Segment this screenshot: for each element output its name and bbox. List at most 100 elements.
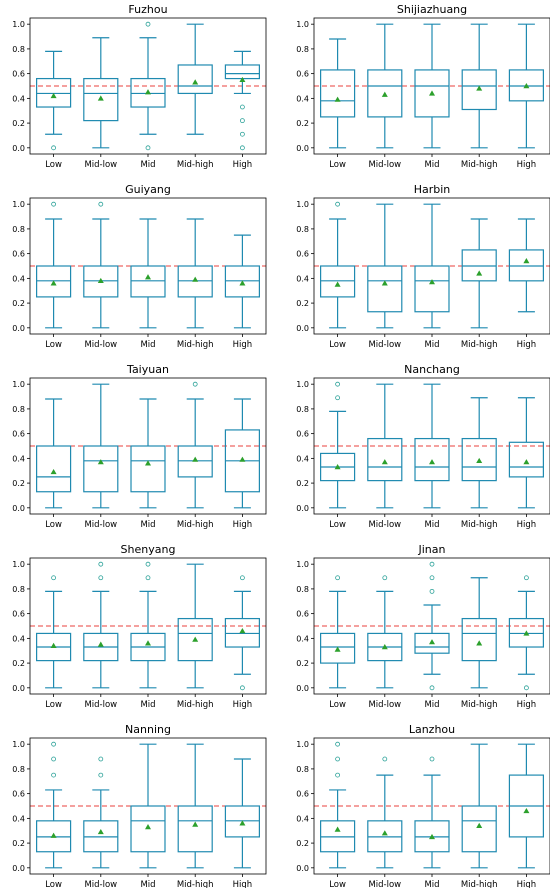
y-tick-label: 0.6 [12, 250, 25, 259]
axes-frame [29, 737, 267, 875]
outlier-point [524, 575, 529, 581]
y-tick-label: 0.6 [296, 250, 309, 259]
y-tick-label: 0.2 [296, 479, 309, 488]
y-tick-label: 0.0 [12, 144, 25, 153]
chart-title: Shenyang [121, 543, 176, 556]
axes-frame [313, 737, 550, 875]
y-tick-label: 0.6 [12, 70, 25, 79]
box-low [36, 741, 72, 869]
y-tick-label: 0.2 [12, 119, 25, 128]
y-tick-label: 1.0 [12, 20, 25, 29]
box-iqr [224, 805, 260, 838]
box-mid-low [367, 23, 403, 149]
mean-marker [239, 627, 246, 634]
mean-marker [429, 639, 435, 645]
mean-marker [145, 274, 151, 280]
y-tick-label: 1.0 [12, 200, 25, 209]
box-iqr [414, 632, 450, 654]
y-tick-label: 0.6 [296, 70, 309, 79]
x-tick-label: Mid-low [84, 160, 117, 170]
box-low [36, 50, 72, 151]
mean-marker [476, 822, 483, 828]
box-iqr [367, 69, 403, 118]
chart-title: Harbin [414, 183, 451, 196]
y-tick-label: 0.0 [12, 324, 25, 333]
outlier-point [239, 685, 245, 691]
y-tick-label: 0.8 [296, 405, 309, 414]
outlier-point [239, 118, 245, 124]
box-iqr [367, 265, 403, 313]
box-iqr [508, 69, 544, 102]
mean-marker [476, 85, 483, 91]
y-tick-label: 0.6 [296, 790, 309, 799]
mean-marker [523, 630, 530, 636]
box-mid-high [461, 397, 497, 509]
mean-marker [523, 258, 530, 264]
outlier-point [98, 201, 104, 207]
box-mid [414, 383, 450, 509]
box-mid-high [461, 743, 497, 869]
box-iqr [224, 617, 260, 648]
x-tick-label: Low [329, 700, 346, 710]
y-tick-label: 0.8 [12, 225, 25, 234]
box-mid-high [461, 23, 497, 149]
x-tick-label: High [233, 520, 253, 530]
x-tick-label: Mid [424, 520, 439, 530]
chart-title: Guiyang [125, 183, 171, 196]
x-tick-label: Mid-low [368, 520, 401, 530]
x-tick-label: Low [329, 880, 346, 888]
y-tick-label: 1.0 [296, 560, 309, 569]
outlier-point [145, 145, 151, 151]
box-mid [130, 398, 166, 509]
x-tick-label: High [233, 700, 253, 710]
mean-marker [381, 644, 388, 650]
y-tick-label: 1.0 [296, 740, 309, 749]
y-tick-label: 0.6 [12, 610, 25, 619]
box-iqr [177, 805, 213, 853]
x-tick-label: Mid [140, 340, 155, 350]
y-tick-label: 0.4 [296, 274, 309, 283]
box-iqr [36, 820, 72, 853]
chart-title: Shijiazhuang [397, 3, 467, 16]
mean-marker [145, 640, 151, 646]
mean-marker [50, 642, 57, 648]
y-tick-label: 0.0 [12, 864, 25, 873]
box-iqr [177, 265, 213, 298]
y-tick-label: 0.2 [296, 659, 309, 668]
box-mid [414, 203, 450, 329]
box-high [224, 398, 260, 509]
outlier-point [335, 772, 341, 778]
outlier-point [335, 756, 341, 762]
outlier-point [239, 104, 245, 110]
outlier-point [98, 772, 104, 778]
axes-frame [29, 377, 267, 515]
mean-marker [334, 464, 341, 470]
outlier-point [335, 381, 341, 387]
y-tick-label: 0.4 [12, 94, 25, 103]
y-tick-label: 1.0 [296, 200, 309, 209]
box-low [36, 398, 72, 509]
x-tick-label: Low [45, 160, 62, 170]
mean-marker [476, 457, 483, 464]
box-high [224, 234, 260, 329]
box-iqr [177, 64, 213, 95]
box-iqr [414, 437, 450, 482]
box-high [224, 575, 260, 691]
x-tick-label: Mid-low [368, 340, 401, 350]
outlier-point [429, 588, 435, 594]
y-tick-label: 0.2 [12, 839, 25, 848]
box-iqr [414, 69, 450, 118]
x-tick-label: Mid-high [461, 880, 498, 888]
box-mid-low [367, 756, 403, 869]
chart-title: Lanzhou [409, 723, 455, 736]
box-mid [414, 756, 450, 869]
mean-marker [97, 641, 104, 647]
y-tick-label: 0.6 [12, 790, 25, 799]
y-tick-label: 0.8 [12, 405, 25, 414]
chart-panel: Low Mid-low Mid Mid-high High 0.0 0.2 0.4 0.6 0.8… [296, 3, 550, 170]
y-tick-label: 0.2 [12, 479, 25, 488]
outlier-point [429, 561, 435, 567]
y-tick-label: 0.0 [12, 504, 25, 513]
y-tick-label: 0.4 [12, 274, 25, 283]
